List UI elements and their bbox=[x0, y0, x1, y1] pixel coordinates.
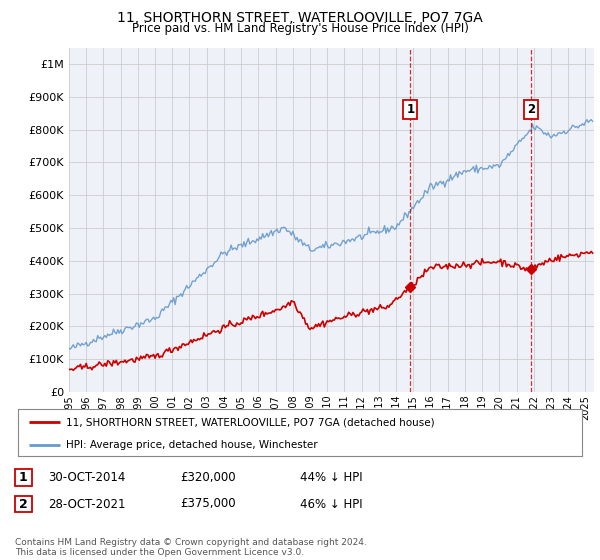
Text: 28-OCT-2021: 28-OCT-2021 bbox=[48, 497, 125, 511]
Text: 1: 1 bbox=[19, 470, 28, 484]
Text: 1: 1 bbox=[406, 104, 415, 116]
Text: Price paid vs. HM Land Registry's House Price Index (HPI): Price paid vs. HM Land Registry's House … bbox=[131, 22, 469, 35]
Text: 44% ↓ HPI: 44% ↓ HPI bbox=[300, 470, 362, 484]
Text: Contains HM Land Registry data © Crown copyright and database right 2024.
This d: Contains HM Land Registry data © Crown c… bbox=[15, 538, 367, 557]
Text: 2: 2 bbox=[527, 104, 535, 116]
Text: £320,000: £320,000 bbox=[180, 470, 236, 484]
Text: £375,000: £375,000 bbox=[180, 497, 236, 511]
Text: 11, SHORTHORN STREET, WATERLOOVILLE, PO7 7GA: 11, SHORTHORN STREET, WATERLOOVILLE, PO7… bbox=[117, 11, 483, 25]
Text: 11, SHORTHORN STREET, WATERLOOVILLE, PO7 7GA (detached house): 11, SHORTHORN STREET, WATERLOOVILLE, PO7… bbox=[66, 417, 434, 427]
Text: HPI: Average price, detached house, Winchester: HPI: Average price, detached house, Winc… bbox=[66, 440, 317, 450]
Text: 30-OCT-2014: 30-OCT-2014 bbox=[48, 470, 125, 484]
Text: 2: 2 bbox=[19, 497, 28, 511]
Text: 46% ↓ HPI: 46% ↓ HPI bbox=[300, 497, 362, 511]
